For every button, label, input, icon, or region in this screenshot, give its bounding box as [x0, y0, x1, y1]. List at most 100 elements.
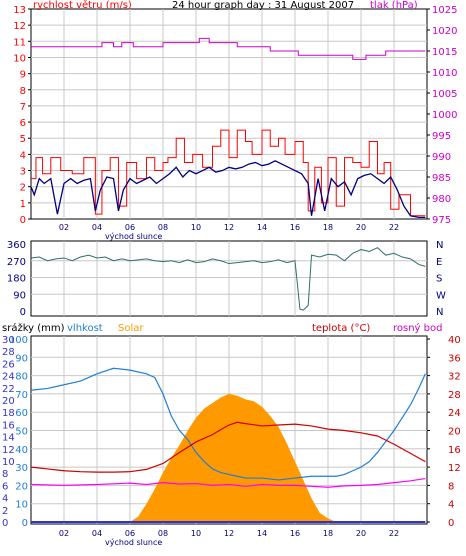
temp-tick-label: 24 — [448, 408, 461, 419]
series-dew — [30, 477, 426, 488]
x-tick-label: 16 — [290, 223, 300, 232]
pressure-axis-label: tlak (hPa) — [370, 0, 418, 11]
x-tick-label: 16 — [290, 529, 300, 538]
x-tick-label: 06 — [125, 529, 135, 538]
rain-tick-label: 0 — [2, 518, 8, 529]
humidity-tick-label: 20 — [15, 481, 28, 492]
x-tick-label: 18 — [323, 529, 333, 538]
x-tick-label: 06 — [125, 223, 135, 232]
humidity-tick-label: 70 — [15, 390, 28, 401]
humidity-tick-label: 90 — [15, 353, 28, 364]
left-tick-label: 7 — [20, 102, 26, 113]
left-tick-label: 9 — [20, 70, 26, 81]
right-tick-label: 1025 — [432, 5, 457, 16]
x-tick-label: 02 — [59, 223, 69, 232]
rain-tick-label: 22 — [2, 384, 15, 395]
right-tick-label: 1000 — [432, 110, 457, 121]
left-tick-label: 3 — [20, 167, 26, 178]
left-tick-label: 4 — [20, 150, 26, 161]
humidity-tick-label: 80 — [15, 372, 28, 383]
wind-speed-axis-label: rychlost větru (m/s) — [33, 0, 132, 11]
humidity-tick-label: 60 — [15, 408, 28, 419]
compass-label: N — [436, 307, 443, 318]
direction-tick-label: 90 — [13, 290, 26, 301]
compass-label: E — [436, 257, 442, 268]
x-tick-label: 20 — [356, 529, 366, 538]
left-tick-label: 0 — [20, 215, 26, 226]
x-tick-label: 14 — [257, 529, 267, 538]
rain-tick-label: 28 — [2, 347, 15, 358]
direction-tick-label: 360 — [7, 240, 26, 251]
compass-label: W — [436, 290, 446, 301]
rain-tick-label: 20 — [2, 396, 15, 407]
humidity-tick-label: 10 — [15, 500, 28, 511]
series-temp — [30, 421, 426, 473]
series-dir — [30, 247, 426, 311]
rain-tick-label: 10 — [2, 457, 15, 468]
x-tick-label: 08 — [158, 223, 168, 232]
humidity-tick-label: 100 — [9, 335, 28, 346]
legend-solar: Solar — [118, 323, 144, 334]
direction-tick-label: 180 — [7, 274, 26, 285]
x-tick-label: 12 — [224, 529, 234, 538]
rain-tick-label: 4 — [2, 494, 8, 505]
left-tick-label: 11 — [13, 37, 26, 48]
series-gust — [31, 129, 426, 217]
direction-tick-label: 270 — [7, 257, 26, 268]
rain-tick-label: 16 — [2, 420, 15, 431]
legend-temperature: teplota (°C) — [312, 323, 370, 334]
left-tick-label: 13 — [13, 5, 26, 16]
left-tick-label: 8 — [20, 86, 26, 97]
x-tick-label: 14 — [257, 223, 267, 232]
legend-humidity: vlhkost — [67, 323, 103, 334]
x-tick-label: 22 — [389, 223, 399, 232]
rain-tick-label: 30 — [2, 335, 15, 346]
right-tick-label: 975 — [432, 215, 451, 226]
temp-tick-label: 12 — [448, 463, 461, 474]
x-tick-label: 04 — [92, 223, 102, 232]
sunrise-label-bottom: východ slunce — [105, 538, 162, 547]
left-tick-label: 6 — [20, 118, 26, 129]
right-tick-label: 1005 — [432, 89, 457, 100]
temp-tick-label: 40 — [448, 335, 461, 346]
legend-dew-point: rosný bod — [393, 322, 442, 334]
x-tick-label: 12 — [224, 223, 234, 232]
temp-tick-label: 4 — [448, 500, 454, 511]
humidity-tick-label: 0 — [22, 518, 28, 529]
x-tick-label: 18 — [323, 223, 333, 232]
humidity-tick-label: 30 — [15, 463, 28, 474]
temp-tick-label: 0 — [448, 518, 454, 529]
x-tick-label: 22 — [389, 529, 399, 538]
x-tick-label: 10 — [191, 223, 201, 232]
compass-label: S — [436, 274, 442, 285]
temp-tick-label: 32 — [448, 372, 461, 383]
series-humidity — [30, 367, 426, 481]
x-tick-label: 04 — [92, 529, 102, 538]
chart-title: 24 hour graph day : 31 August 2007 — [172, 0, 354, 11]
left-tick-label: 1 — [20, 199, 26, 210]
left-tick-label: 10 — [13, 53, 26, 64]
rain-tick-label: 8 — [2, 469, 8, 480]
humidity-tick-label: 40 — [15, 445, 28, 456]
x-tick-label: 08 — [158, 529, 168, 538]
rain-tick-label: 14 — [2, 433, 15, 444]
humidity-tick-label: 50 — [15, 427, 28, 438]
left-tick-label: 2 — [20, 183, 26, 194]
rain-tick-label: 12 — [2, 445, 15, 456]
left-tick-label: 12 — [13, 21, 26, 32]
rain-tick-label: 6 — [2, 481, 8, 492]
series-avg — [30, 160, 426, 219]
legend-rain: srážky (mm) — [2, 322, 65, 334]
temp-tick-label: 36 — [448, 353, 461, 364]
series-solar — [31, 393, 426, 522]
x-tick-label: 20 — [356, 223, 366, 232]
x-tick-label: 10 — [191, 529, 201, 538]
temp-tick-label: 28 — [448, 390, 461, 401]
series-pressure — [31, 37, 426, 60]
right-tick-label: 1020 — [432, 26, 457, 37]
temp-tick-label: 8 — [448, 481, 454, 492]
direction-tick-label: 0 — [20, 307, 26, 318]
right-tick-label: 1010 — [432, 68, 457, 79]
rain-tick-label: 24 — [2, 372, 15, 383]
